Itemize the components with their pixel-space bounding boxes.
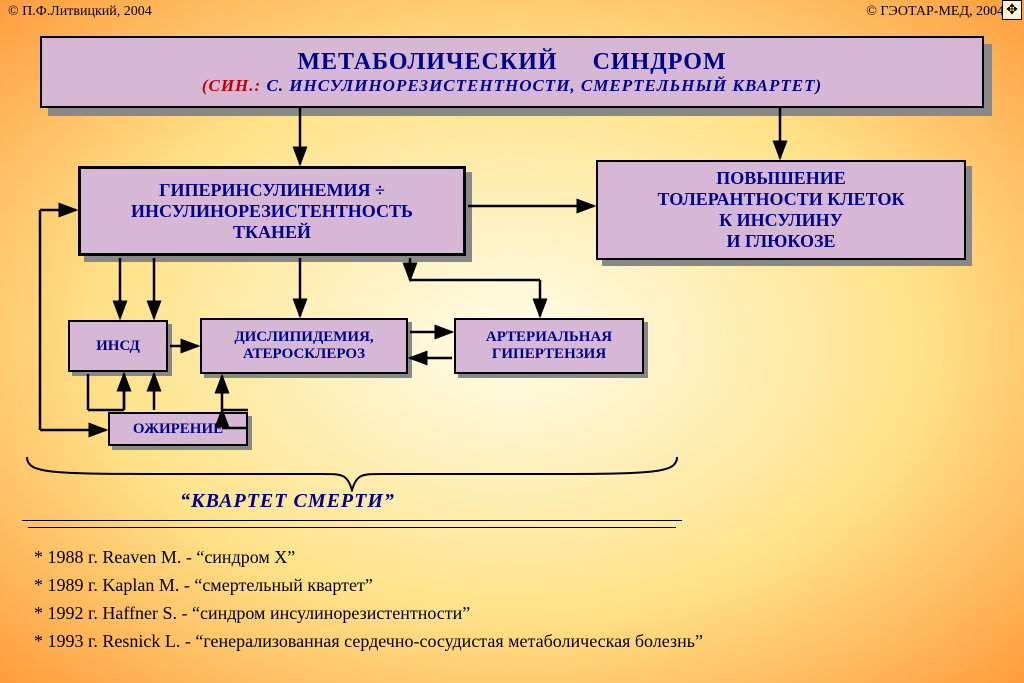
hyper-l1: ГИПЕРИНСУЛИНЕМИЯ ÷ [159,180,385,201]
dys-l2: АТЕРОСКЛЕРОЗ [243,346,365,363]
tol-l1: ПОВЫШЕНИЕ [716,168,845,189]
quartet-brace [22,452,682,492]
title-box: МЕТАБОЛИЧЕСКИЙ СИНДРОМ (СИН.: С. ИНСУЛИН… [40,36,984,108]
title-word-1: МЕТАБОЛИЧЕСКИЙ [297,49,557,75]
node-tolerance: ПОВЫШЕНИЕ ТОЛЕРАНТНОСТИ КЛЕТОК К ИНСУЛИН… [596,160,966,260]
dys-l1: ДИСЛИПИДЕМИЯ, [234,329,373,346]
node-insd: ИНСД [68,320,168,372]
ref-3: * 1992 г. Haffner S. - “синдром инсулино… [34,603,703,624]
node-dyslipidemia: ДИСЛИПИДЕМИЯ, АТЕРОСКЛЕРОЗ [200,318,408,374]
tol-l3: К ИНСУЛИНУ [719,210,843,231]
title-syn-rest: С. ИНСУЛИНОРЕЗИСТЕНТНОСТИ, СМЕРТЕЛЬНЫЙ К… [261,76,822,95]
title-word-2: СИНДРОМ [593,49,727,75]
title-line1: МЕТАБОЛИЧЕСКИЙ СИНДРОМ [297,49,726,76]
divider-2 [28,527,676,528]
node-hyperinsulinemia: ГИПЕРИНСУЛИНЕМИЯ ÷ ИНСУЛИНОРЕЗИСТЕНТНОСТ… [78,166,466,256]
title-syn-prefix: (СИН.: [202,76,261,95]
ref-2: * 1989 г. Kaplan M. - “смертельный кварт… [34,575,703,596]
insd-label: ИНСД [96,338,140,355]
ref-4: * 1993 г. Resnick L. - “генерализованная… [34,631,703,652]
ref-1: * 1988 г. Reaven M. - “синдром Х” [34,547,703,568]
hyper-l2: ИНСУЛИНОРЕЗИСТЕНТНОСТЬ [131,201,413,222]
copyright-left: © П.Ф.Литвицкий, 2004 [8,4,152,20]
copyright-right: © ГЭОТАР-МЕД, 2004 [866,4,1004,20]
title-line2: (СИН.: С. ИНСУЛИНОРЕЗИСТЕНТНОСТИ, СМЕРТЕ… [202,76,822,96]
hyp-l2: ГИПЕРТЕНЗИЯ [492,346,606,363]
tol-l2: ТОЛЕРАНТНОСТИ КЛЕТОК [657,189,904,210]
references: * 1988 г. Reaven M. - “синдром Х” * 1989… [34,540,703,659]
copyright-ornament-icon: ✥ [1002,0,1022,20]
obesity-label: ОЖИРЕНИЕ [133,421,223,438]
hyp-l1: АРТЕРИАЛЬНАЯ [486,329,612,346]
divider-1 [22,520,682,521]
quartet-label: “КВАРТЕТ СМЕРТИ” [180,490,395,513]
tol-l4: И ГЛЮКОЗЕ [726,231,835,252]
hyper-l3: ТКАНЕЙ [233,222,311,243]
node-obesity: ОЖИРЕНИЕ [108,412,248,446]
node-hypertension: АРТЕРИАЛЬНАЯ ГИПЕРТЕНЗИЯ [454,318,644,374]
